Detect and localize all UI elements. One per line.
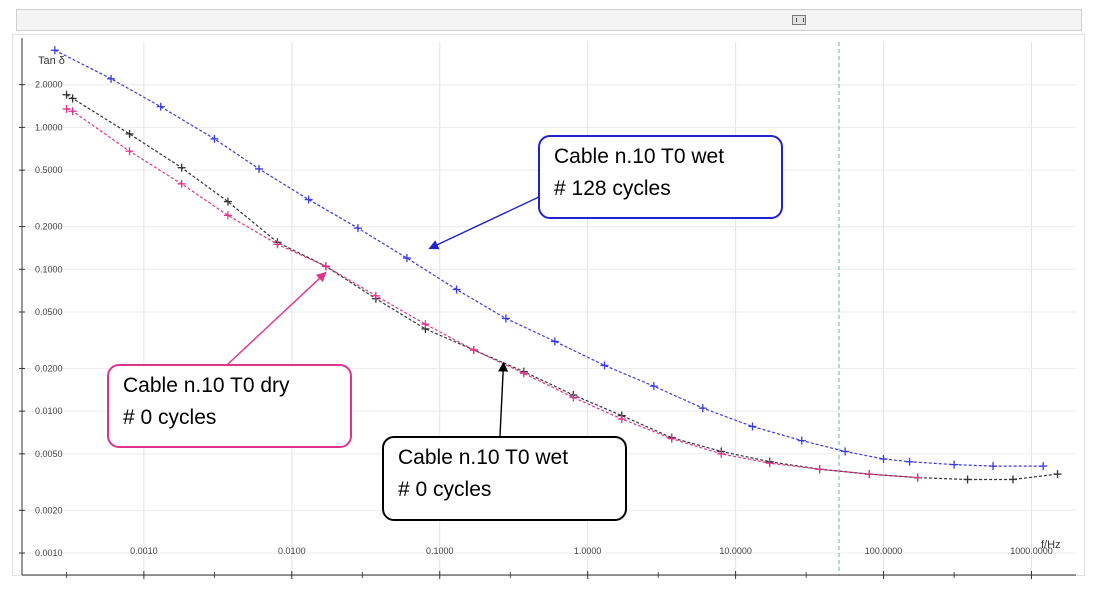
data-point [421,320,430,329]
data-point [62,90,71,99]
annotation-arrow-wet0 [498,361,509,437]
data-point [841,447,850,456]
data-point [107,74,116,83]
data-point [402,254,411,263]
annotation-arrow-wet128 [428,195,542,250]
data-point [989,462,998,471]
x-tick-label: 1.0000 [574,546,602,556]
callout-wet-0-cycles: Cable n.10 T0 wet # 0 cycles [382,436,627,521]
data-point [1039,462,1048,471]
data-point [210,134,219,143]
data-point [519,369,528,378]
x-tick-label: 0.0100 [278,546,306,556]
data-point [469,345,478,354]
data-point [156,102,165,111]
data-point [223,197,232,206]
data-point [765,459,774,468]
x-tick-label: 1000.0000 [1010,546,1053,556]
x-tick-label: 0.1000 [426,546,454,556]
callout-wet-0-line-1: Cable n.10 T0 wet [398,446,569,469]
data-point [177,163,186,172]
data-point [321,262,330,271]
data-point [68,94,77,103]
data-point [353,224,362,233]
x-tick-label: 100.0000 [865,546,903,556]
y-tick-label: 0.0200 [35,363,63,373]
data-point [68,107,77,116]
data-point [125,147,134,156]
data-point [304,195,313,204]
data-point [273,240,282,249]
x-axis-title: f/Hz [1041,539,1061,551]
data-point [748,422,757,431]
callout-wet-128-cycles: Cable n.10 T0 wet # 128 cycles [538,135,783,219]
data-point [617,415,626,424]
data-point [950,460,959,469]
data-point [667,434,676,443]
data-point [913,473,922,482]
y-tick-label: 0.0010 [35,548,63,558]
callout-dry-0-cycles: Cable n.10 T0 dry # 0 cycles [107,364,352,448]
callout-dry-0-line-1: Cable n.10 T0 dry [123,374,290,397]
data-point [371,291,380,300]
data-point [815,465,824,474]
data-point [125,129,134,138]
data-point [797,436,806,445]
y-tick-label: 2.0000 [35,80,63,90]
callout-wet-128-line-1: Cable n.10 T0 wet [554,145,725,168]
y-tick-label: 0.2000 [35,222,63,232]
data-point [501,314,510,323]
x-tick-label: 10.0000 [719,546,752,556]
data-point [905,457,914,466]
data-point [865,470,874,479]
x-tick-label: 0.0010 [130,546,158,556]
data-point [698,404,707,413]
data-point [62,104,71,113]
y-axis-title: Tan δ [38,55,65,67]
y-tick-label: 0.0500 [35,307,63,317]
data-point [254,164,263,173]
callout-wet-128-line-2: # 128 cycles [554,177,671,200]
y-tick-label: 0.5000 [35,165,63,175]
series-line-0 [54,49,1044,467]
y-tick-label: 0.0020 [35,505,63,515]
data-point [879,454,888,463]
callout-wet-0-line-2: # 0 cycles [398,478,492,501]
callout-dry-0-line-2: # 0 cycles [123,406,217,429]
data-point [223,211,232,220]
horizontal-scrollbar[interactable] [16,9,1082,31]
data-point [600,361,609,370]
data-point [452,285,461,294]
data-point [1008,475,1017,484]
scrollbar-thumb[interactable] [792,15,806,25]
data-point [177,179,186,188]
data-point [50,46,59,55]
data-point [963,475,972,484]
y-tick-label: 0.0100 [35,406,63,416]
data-point [550,337,559,346]
y-tick-label: 1.0000 [35,122,63,132]
data-point [649,382,658,391]
annotation-arrow-dry0 [227,271,327,365]
data-point [717,449,726,458]
data-point [1053,470,1062,479]
y-tick-label: 0.0050 [35,449,63,459]
y-tick-label: 0.1000 [35,264,63,274]
data-point [569,393,578,402]
